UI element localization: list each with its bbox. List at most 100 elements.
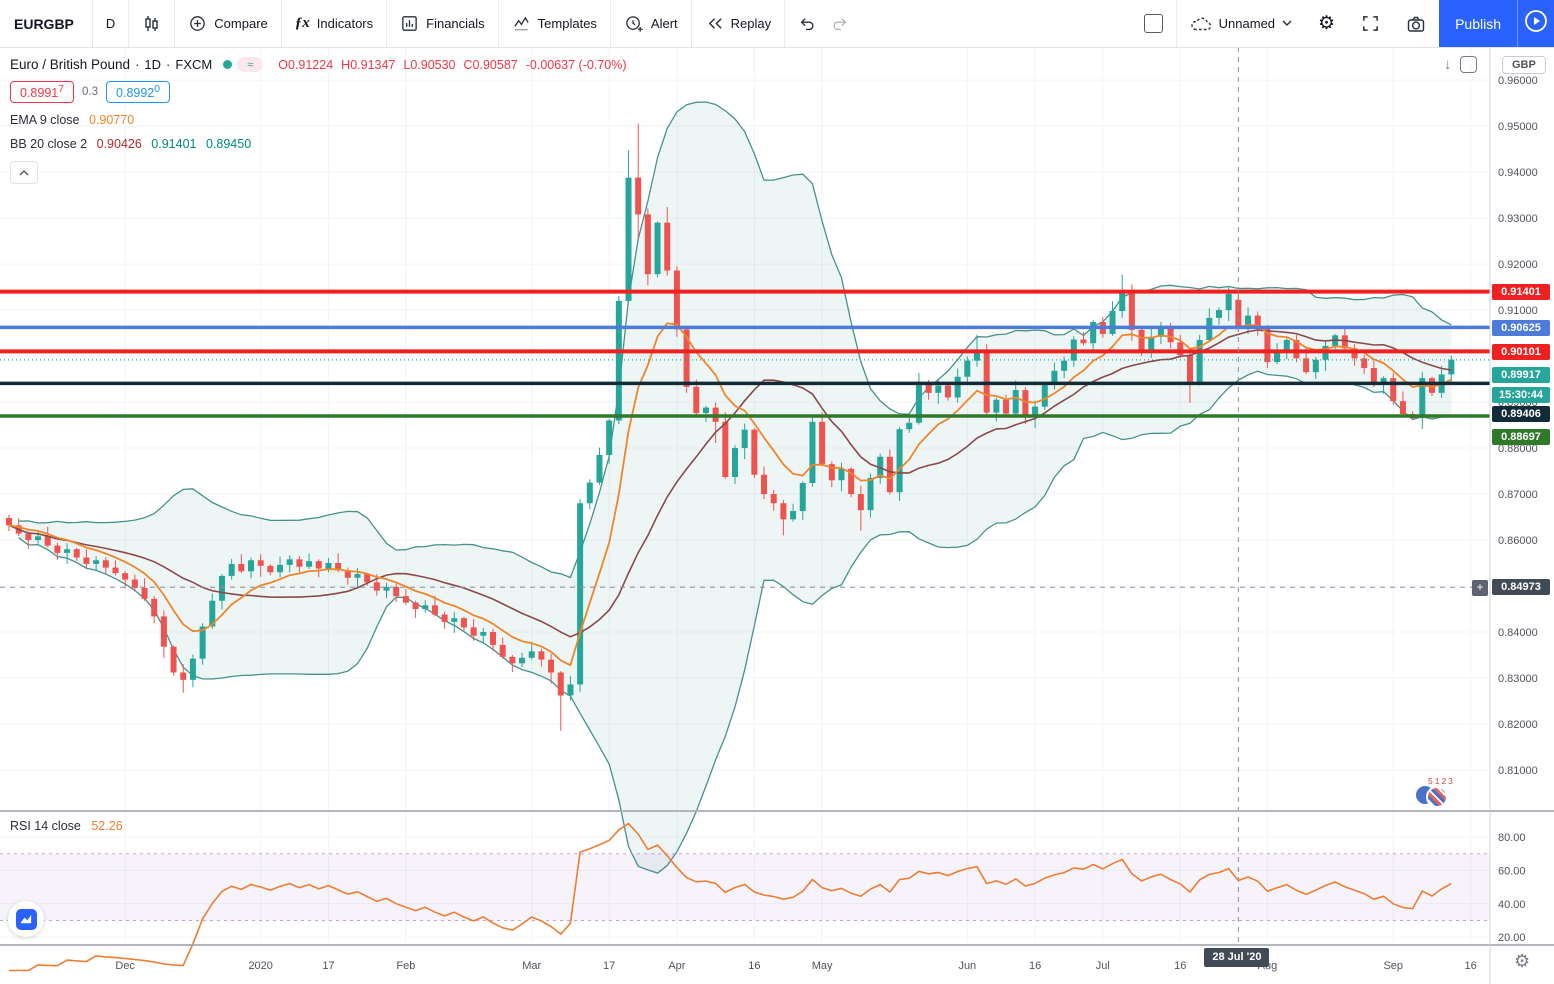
- candle-body: [1264, 328, 1271, 363]
- financials-icon: [400, 14, 419, 33]
- candle-body: [1380, 378, 1387, 386]
- pane-controls: ↓: [1444, 56, 1477, 73]
- financials-button[interactable]: Financials: [387, 0, 498, 47]
- candle-body: [315, 561, 322, 569]
- candle-body: [277, 564, 284, 573]
- candle-body: [54, 545, 61, 553]
- candle-body: [664, 222, 671, 271]
- price-tick-label: 0.94000: [1498, 167, 1538, 179]
- candle-body: [964, 360, 971, 377]
- bb-lower-line: [18, 370, 1452, 874]
- approx-data-icon: ≈: [237, 57, 264, 72]
- candle-body: [615, 300, 622, 421]
- rsi-label: RSI 14 close: [10, 819, 81, 833]
- price-axis-badge: 0.91401: [1492, 284, 1550, 300]
- candle-body: [73, 549, 80, 558]
- price-axis-badge: 0.84973: [1492, 579, 1550, 595]
- chevron-down-icon: [1282, 20, 1292, 27]
- time-tick-label: 17: [322, 960, 334, 972]
- candle-body: [1293, 339, 1300, 359]
- candle-body: [625, 177, 632, 301]
- candle-body: [480, 632, 487, 636]
- rsi-tick-label: 20.00: [1498, 932, 1526, 944]
- compare-label: Compare: [214, 16, 268, 31]
- time-tick-label: 16: [1174, 960, 1186, 972]
- bb-upper-value: 0.91401: [151, 137, 197, 152]
- ohlc-values: O0.91224 H0.91347 L0.90530 C0.90587 -0.0…: [278, 57, 627, 72]
- templates-button[interactable]: Templates: [499, 0, 610, 47]
- candle-body: [1119, 290, 1126, 311]
- cloud-icon: [1190, 15, 1212, 33]
- legend-collapse-button[interactable]: [10, 161, 38, 185]
- symbol-button[interactable]: EURGBP: [0, 0, 92, 47]
- alert-button[interactable]: Alert: [611, 0, 691, 47]
- rsi-legend[interactable]: RSI 14 close 52.26: [10, 819, 123, 833]
- maximize-pane-icon[interactable]: [1459, 56, 1477, 73]
- bb-legend-row[interactable]: BB 20 close 2 0.90426 0.91401 0.89450: [10, 137, 627, 151]
- currency-chip[interactable]: GBP: [1502, 56, 1546, 74]
- candle-body: [257, 560, 264, 566]
- add-alert-plus-icon[interactable]: +: [1472, 580, 1488, 596]
- candle-body: [122, 573, 129, 580]
- indicators-button[interactable]: ƒx Indicators: [282, 0, 386, 47]
- candle-body: [954, 376, 961, 398]
- candle-body: [248, 560, 254, 572]
- cloud-layout-button[interactable]: Unnamed: [1177, 0, 1305, 47]
- candle-body: [1051, 370, 1058, 385]
- price-axis-badge: 0.90101: [1492, 344, 1550, 360]
- alert-label: Alert: [650, 16, 678, 31]
- chart-type-button[interactable]: [129, 0, 174, 47]
- candle-body: [867, 477, 874, 511]
- crosshair-date-badge: 28 Jul '20: [1204, 948, 1270, 967]
- candle-body: [441, 614, 448, 622]
- play-button[interactable]: [1517, 0, 1554, 47]
- settings-button[interactable]: ⚙: [1305, 0, 1348, 47]
- candle-body: [732, 448, 738, 478]
- tradingview-logo[interactable]: [8, 901, 44, 937]
- candle-body: [64, 549, 71, 553]
- publish-label: Publish: [1455, 15, 1501, 32]
- candle-body: [151, 598, 158, 617]
- candle-body: [1216, 310, 1222, 318]
- price-tick-label: 0.83000: [1498, 673, 1538, 685]
- sell-button[interactable]: 0.89917: [10, 81, 75, 104]
- ema-legend-row[interactable]: EMA 9 close 0.90770: [10, 113, 627, 127]
- price-axis-badge: 15:30:44: [1492, 387, 1550, 403]
- layout-name-label: Unnamed: [1218, 16, 1276, 31]
- bb-basis-value: 0.90426: [96, 137, 142, 152]
- interval-label: D: [105, 16, 116, 31]
- fullscreen-button[interactable]: [1348, 0, 1393, 47]
- candle-body: [944, 385, 951, 398]
- undo-button[interactable]: [785, 0, 829, 47]
- candle-body: [780, 503, 787, 520]
- candle-body: [567, 684, 574, 696]
- currency-flags-cluster[interactable]: 5123: [1412, 776, 1462, 808]
- interval-button[interactable]: D: [93, 0, 128, 47]
- candle-body: [828, 464, 835, 481]
- layout-select-button[interactable]: [1131, 0, 1176, 47]
- candle-body: [770, 494, 777, 504]
- chevron-up-icon: [19, 169, 29, 176]
- candle-body: [218, 575, 225, 601]
- redo-button[interactable]: [829, 0, 862, 47]
- candle-body: [422, 605, 429, 610]
- candle-body: [896, 429, 903, 493]
- price-axis-badge: 0.90625: [1492, 320, 1550, 336]
- candle-body: [44, 536, 51, 546]
- publish-button[interactable]: Publish: [1439, 0, 1517, 47]
- move-pane-down-icon[interactable]: ↓: [1444, 56, 1452, 73]
- symbol-title[interactable]: Euro / British Pound: [10, 57, 131, 72]
- compare-button[interactable]: Compare: [175, 0, 280, 47]
- candle-body: [35, 536, 42, 541]
- candle-body: [1245, 315, 1252, 329]
- price-axis[interactable]: 0.91401 0.90625 0.90101 0.89917 15:30:44 0.89…: [1490, 47, 1554, 945]
- timezone-settings-gear-icon[interactable]: ⚙: [1514, 951, 1531, 971]
- snapshot-button[interactable]: [1393, 0, 1439, 47]
- indicators-icon: ƒx: [294, 15, 310, 31]
- layout-grid-icon: [1143, 14, 1163, 33]
- buy-button[interactable]: 0.89920: [106, 81, 171, 104]
- replay-icon: [705, 14, 724, 33]
- price-axis-badge: 0.88697: [1492, 429, 1550, 445]
- replay-button[interactable]: Replay: [692, 0, 784, 47]
